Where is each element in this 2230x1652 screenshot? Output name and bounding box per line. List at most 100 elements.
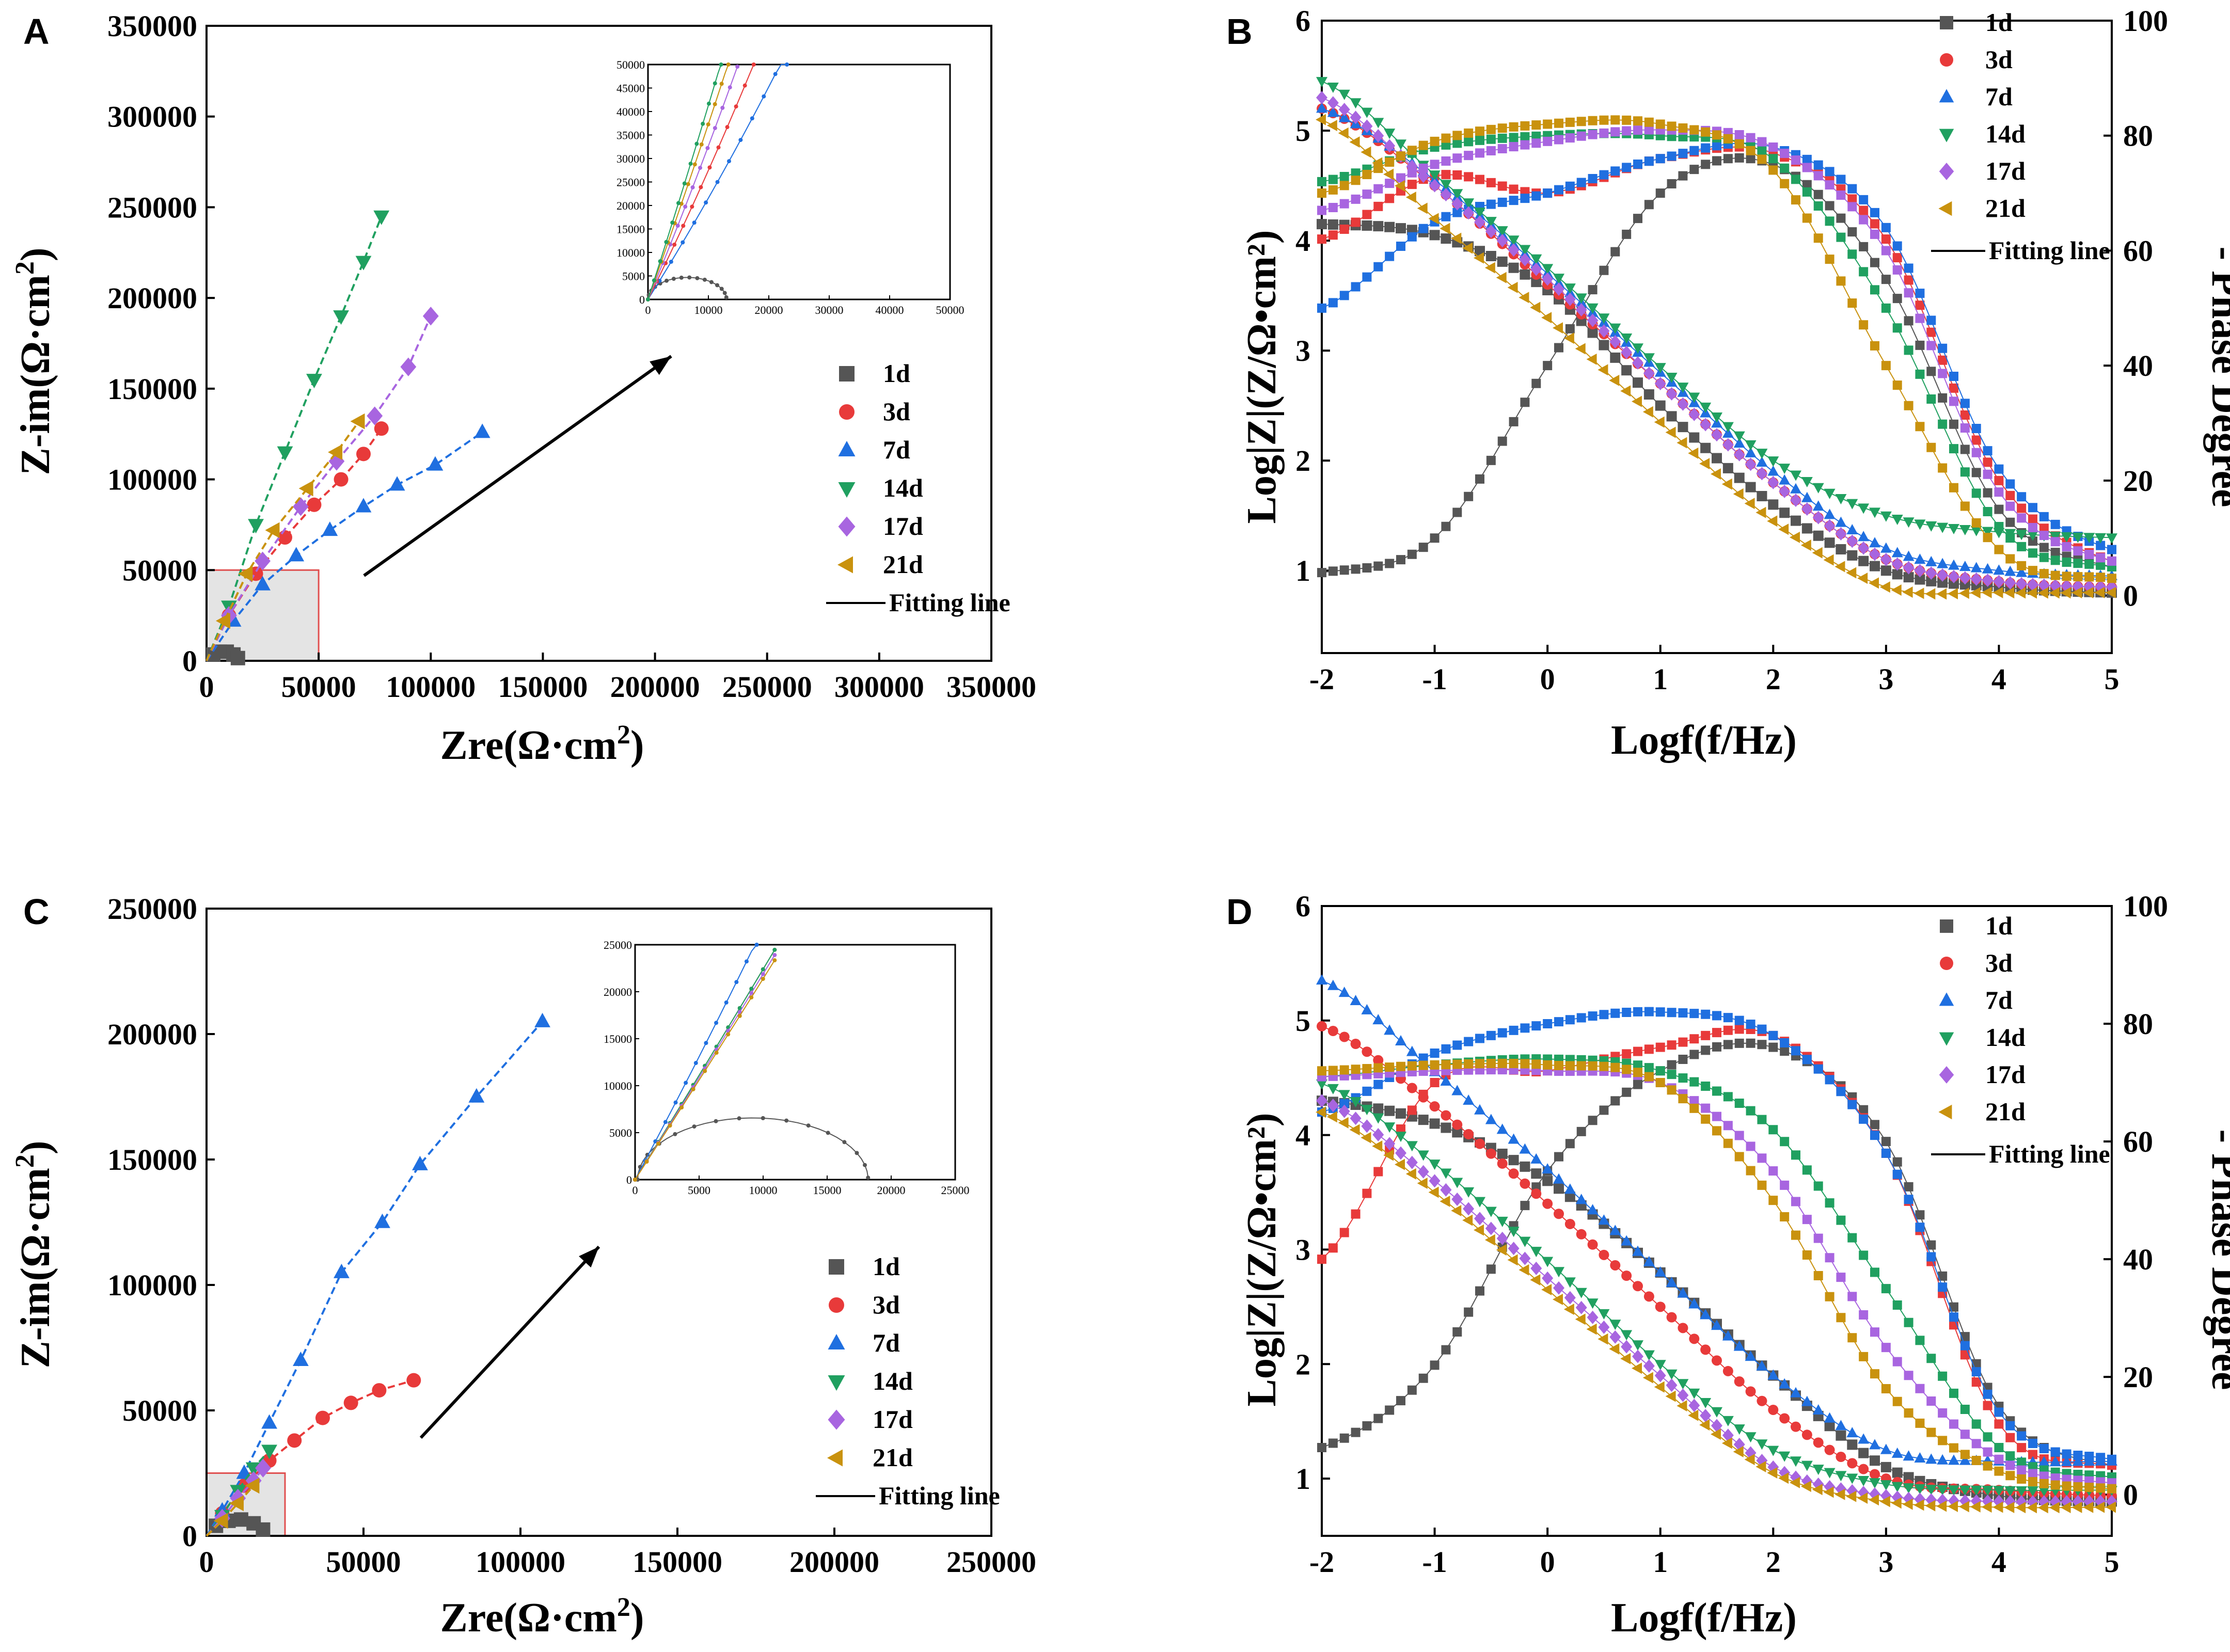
panel-d-logz-point-3d	[1485, 1148, 1496, 1159]
panel-d-logz-point-14d	[1891, 1482, 1903, 1492]
panel-d-logz-point-3d	[1870, 1469, 1880, 1480]
panel-b-phase-point-14d	[1757, 146, 1767, 156]
panel-b-phase-point-7d	[1813, 160, 1823, 170]
panel-d-logz-point-7d	[1779, 1378, 1791, 1389]
panel-d-phase-point-21d	[1780, 1212, 1790, 1221]
panel-d-logz-point-17d	[1666, 1378, 1678, 1392]
panel-c-inset-xtick-label: 25000	[941, 1184, 970, 1197]
panel-d-phase-point-3d	[1678, 1037, 1688, 1047]
panel-b-logz-point-14d	[2016, 530, 2028, 541]
panel-d-logz-point-21d	[1834, 1488, 1845, 1500]
panel-d-logz-point-21d	[1879, 1496, 1890, 1507]
panel-b-phase-point-3d	[1385, 194, 1395, 203]
panel-d-logz-point-3d	[1712, 1355, 1722, 1366]
panel-b-logz-point-17d	[1700, 418, 1712, 432]
panel-b-phase-point-3d	[1926, 327, 1936, 337]
panel-d-phase-point-17d	[1847, 1292, 1857, 1301]
panel-a-inset-point-21d	[713, 102, 717, 106]
panel-b-logz-point-21d	[1744, 498, 1755, 510]
panel-b-xtick-label: 5	[2105, 662, 2120, 696]
panel-d-phase-point-7d	[1825, 1075, 1834, 1085]
panel-c-point-17d	[255, 1458, 271, 1478]
panel-d-phase-point-7d	[1531, 1021, 1541, 1031]
panel-b-logz-point-14d	[1666, 372, 1678, 383]
panel-a-xtick-label: 350000	[946, 670, 1036, 704]
panel-d-logz-point-17d	[1361, 1119, 1373, 1133]
panel-b-logz-point-14d	[1677, 383, 1689, 393]
panel-c-inset-point-7d	[734, 980, 739, 984]
panel-c-inset-point-21d	[772, 958, 777, 963]
panel-b-logz-point-21d	[1981, 586, 1992, 598]
panel-b-frame	[1321, 20, 2113, 654]
panel-d-logz-point-14d	[1993, 1486, 2005, 1497]
panel-b-phase-point-1d	[1633, 214, 1642, 224]
panel-d-logz-point-21d	[2106, 1501, 2116, 1513]
panel-c-inset-ytick-label: 0	[626, 1173, 632, 1186]
panel-d-phase-point-1d	[1475, 1286, 1484, 1296]
panel-d-ylabel: Log|Z|(Z/Ω•cm²)	[1239, 1113, 1285, 1406]
panel-b-phase-point-1d	[1418, 543, 1428, 552]
panel-a-inset-point-14d	[694, 141, 699, 146]
panel-b-phase-point-21d	[1396, 151, 1405, 161]
panel-d-legend-marker-3d	[1940, 957, 1953, 970]
panel-b-phase-point-7d	[1825, 167, 1834, 177]
panel-b-logz-point-7d	[1846, 524, 1858, 535]
panel-b-logz-point-1d	[1678, 422, 1688, 433]
panel-b-logz-point-14d	[1575, 293, 1587, 304]
panel-d-logz-point-17d	[1654, 1369, 1666, 1383]
panel-d-logz-point-3d	[1554, 1209, 1564, 1219]
panel-b-logz-point-7d	[1982, 563, 1994, 574]
panel-d-phase-point-7d	[1441, 1044, 1451, 1054]
panel-b-logz-point-17d	[1869, 547, 1880, 561]
panel-d-xtick-label: 5	[2105, 1545, 2120, 1579]
panel-d-logz-point-21d	[1496, 1244, 1507, 1256]
panel-b-logz-point-21d	[1790, 531, 1800, 543]
panel-c-inset-point-21d	[656, 1141, 661, 1146]
panel-b-logz-point-1d	[1712, 453, 1722, 464]
panel-b-logz-point-14d	[1959, 525, 1971, 535]
panel-b-logz-point-21d	[1970, 587, 1981, 599]
panel-d-phase-point-7d	[1994, 1407, 2004, 1417]
panel-d-phase-point-21d	[1915, 1418, 1925, 1428]
panel-d-phase-point-14d	[1836, 1215, 1846, 1225]
panel-d-phase-point-21d	[1746, 1166, 1755, 1176]
panel-d-phase-point-3d	[1407, 1105, 1417, 1115]
panel-b-logz-point-14d	[1530, 254, 1542, 265]
panel-c-xtick-label: 150000	[632, 1545, 722, 1579]
panel-d-phase-point-3d	[1328, 1243, 1338, 1253]
panel-c-inset-point-17d	[772, 952, 777, 957]
panel-d-plot: -2 -1 0 1 2 3 4 51234560204060801001d3d7d14d17d…	[1295, 889, 2168, 1579]
panel-a-ytick-label: 350000	[107, 9, 197, 43]
panel-b-phase-point-14d	[1780, 163, 1790, 173]
panel-d-logz-point-21d	[1428, 1186, 1439, 1198]
panel-d-phase-point-21d	[1949, 1443, 1958, 1453]
panel-b-logz-point-7d	[1891, 547, 1903, 558]
panel-c-inset-xtick-label: 15000	[813, 1184, 842, 1197]
panel-c-point-7d	[534, 1012, 550, 1027]
panel-d-logz-point-17d	[1395, 1146, 1406, 1160]
panel-d-phase-point-1d	[1768, 1042, 1778, 1052]
panel-d-logz-point-14d	[1745, 1432, 1757, 1443]
panel-d-logz-point-14d	[1654, 1360, 1666, 1371]
panel-d-phase-point-3d	[1317, 1254, 1326, 1264]
panel-d-phase-point-21d	[2017, 1474, 2027, 1484]
panel-b-logz-point-1d	[1362, 220, 1372, 231]
panel-d-ytick-label: 3	[1295, 1233, 1310, 1266]
panel-d-phase-point-7d	[2107, 1454, 2116, 1464]
panel-d-logz-point-3d	[1587, 1239, 1598, 1250]
panel-c-legend-marker-1d	[829, 1259, 844, 1275]
panel-b-phase-point-7d	[1971, 424, 1981, 434]
panel-b-phase-point-3d	[1452, 170, 1462, 180]
panel-c-inset-point-17d	[737, 1010, 742, 1014]
panel-b-phase-point-3d	[1497, 181, 1507, 191]
panel-c-inset-point-7d	[754, 943, 759, 947]
panel-d-xtick-label: -1	[1422, 1545, 1447, 1579]
panel-a-inset-point-14d	[646, 297, 650, 301]
panel-b-logz-point-21d	[1586, 353, 1597, 365]
panel-b-logz-point-14d	[1598, 313, 1610, 324]
plot-layer: 0 50000 100000 150000 200000 250000 300000 3500…	[107, 4, 2168, 1579]
panel-b-logz-point-21d	[1474, 252, 1484, 264]
panel-b-phase-point-1d	[1859, 242, 1869, 251]
panel-b-phase-point-17d	[1836, 190, 1846, 200]
panel-b-phase-point-21d	[1791, 195, 1800, 205]
